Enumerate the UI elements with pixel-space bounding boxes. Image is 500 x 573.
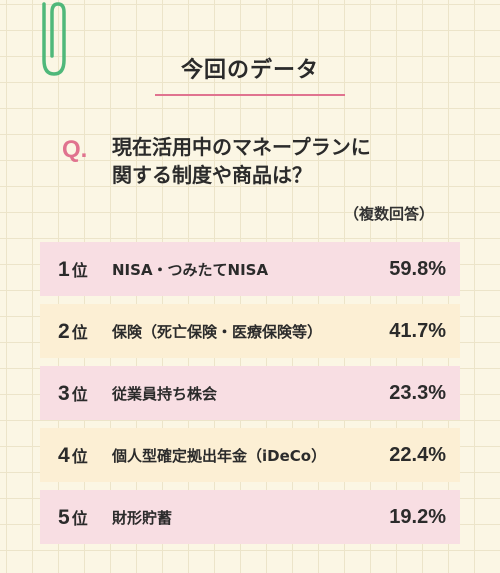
- result-label: NISA・つみたてNISA: [112, 260, 269, 279]
- result-percent: 59.8%: [389, 257, 446, 280]
- paperclip-icon: [42, 2, 66, 76]
- page-title: 今回のデータ: [154, 52, 345, 96]
- title-area: 今回のデータ: [0, 52, 500, 96]
- question-line-1: 現在活用中のマネープランに: [112, 135, 371, 159]
- result-percent: 23.3%: [389, 381, 446, 404]
- question-text: 現在活用中のマネープランに 関する制度や商品は？: [112, 133, 462, 189]
- result-percent: 41.7%: [389, 319, 446, 342]
- result-label: 従業員持ち株会: [112, 384, 218, 403]
- result-label: 保険（死亡保険・医療保険等）: [112, 322, 323, 341]
- result-label: 財形貯蓄: [112, 508, 173, 527]
- question-line-2: 関する制度や商品は？: [112, 163, 312, 187]
- result-percent: 22.4%: [389, 443, 446, 466]
- result-percent: 19.2%: [389, 505, 446, 528]
- question-note: （複数回答）: [343, 205, 434, 223]
- question-mark: Q.: [62, 136, 88, 163]
- result-label: 個人型確定拠出年金（iDeCo）: [112, 446, 327, 465]
